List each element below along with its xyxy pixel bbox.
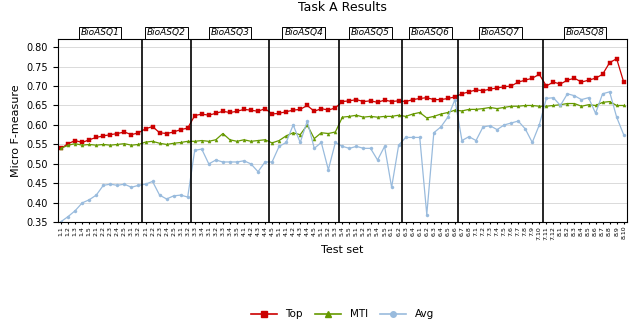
Text: BioASQ8: BioASQ8 (566, 28, 604, 37)
Text: BioASQ1: BioASQ1 (81, 28, 119, 37)
Y-axis label: Micro F-measure: Micro F-measure (11, 84, 20, 177)
X-axis label: Test set: Test set (321, 245, 364, 255)
Text: BioASQ6: BioASQ6 (411, 28, 450, 37)
Text: BioASQ2: BioASQ2 (147, 28, 186, 37)
Legend: Top, MTI, Avg: Top, MTI, Avg (247, 305, 438, 323)
Text: BioASQ4: BioASQ4 (284, 28, 323, 37)
Text: BioASQ3: BioASQ3 (211, 28, 250, 37)
Text: BioASQ5: BioASQ5 (351, 28, 390, 37)
Title: Task A Results: Task A Results (298, 1, 387, 14)
Text: BioASQ7: BioASQ7 (481, 28, 520, 37)
